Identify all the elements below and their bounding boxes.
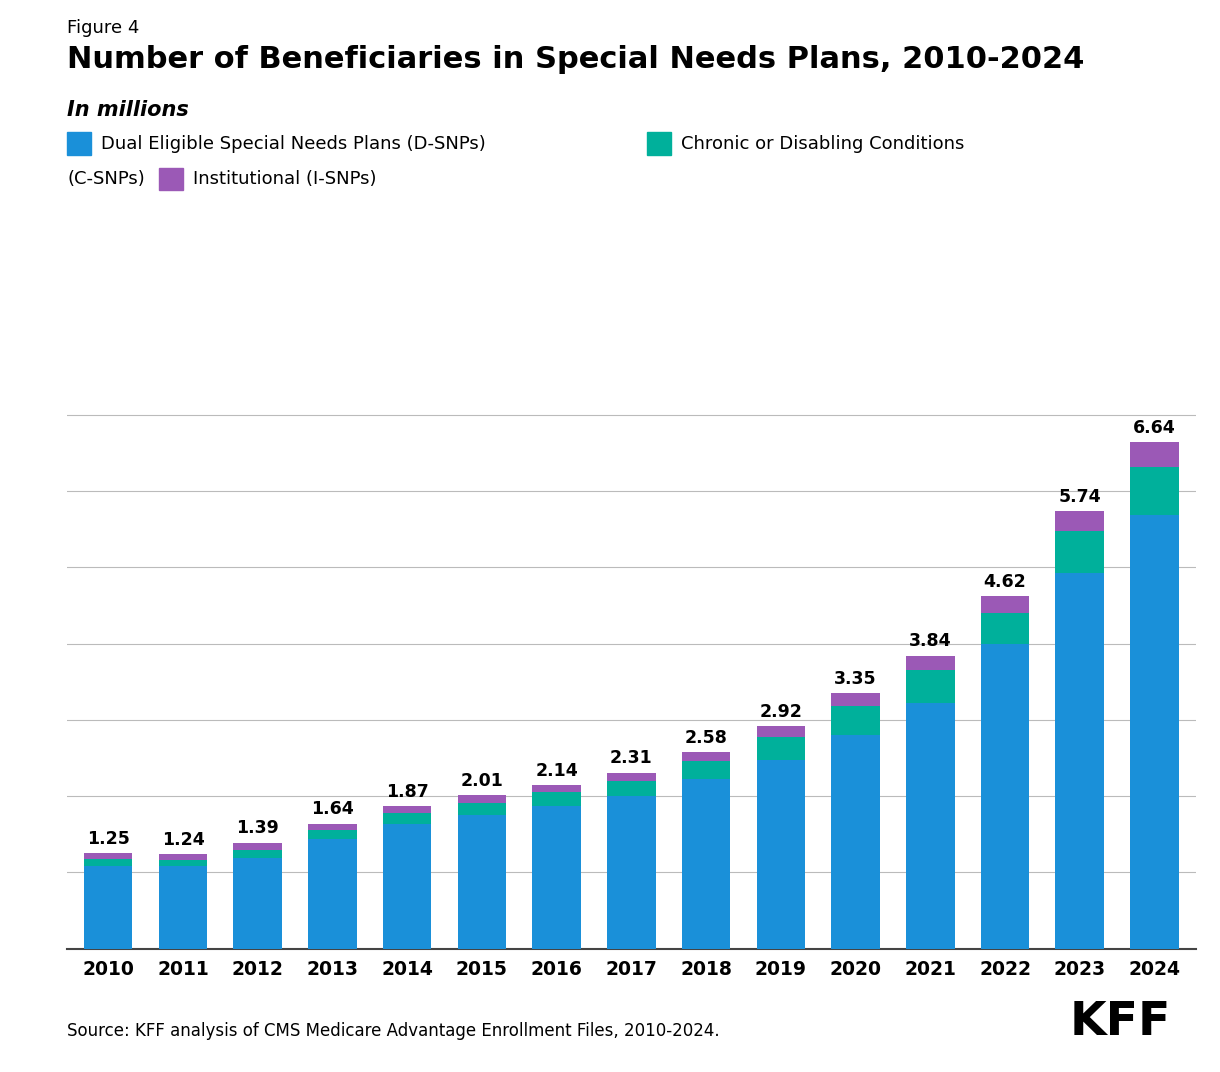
- Text: 2.14: 2.14: [536, 762, 578, 780]
- Bar: [906, 656, 954, 670]
- Bar: [233, 843, 282, 849]
- Text: Source: KFF analysis of CMS Medicare Advantage Enrollment Files, 2010-2024.: Source: KFF analysis of CMS Medicare Adv…: [67, 1022, 720, 1040]
- Bar: [682, 761, 731, 779]
- Text: 2.01: 2.01: [460, 772, 504, 790]
- Bar: [309, 823, 356, 830]
- Bar: [233, 849, 282, 858]
- Bar: [756, 736, 805, 760]
- Text: (C-SNPs): (C-SNPs): [67, 170, 145, 188]
- Text: 2.58: 2.58: [684, 729, 727, 746]
- Bar: [831, 735, 880, 949]
- Bar: [608, 780, 655, 796]
- Text: Dual Eligible Special Needs Plans (D-SNPs): Dual Eligible Special Needs Plans (D-SNP…: [101, 135, 486, 152]
- Bar: [981, 643, 1030, 949]
- Text: 2.31: 2.31: [610, 749, 653, 768]
- Bar: [981, 596, 1030, 613]
- Bar: [981, 613, 1030, 643]
- Bar: [458, 815, 506, 949]
- Bar: [682, 751, 731, 761]
- Bar: [532, 786, 581, 792]
- Text: 1.24: 1.24: [161, 831, 204, 849]
- Bar: [159, 854, 207, 860]
- Bar: [458, 795, 506, 803]
- Bar: [831, 694, 880, 706]
- Text: 1.87: 1.87: [386, 783, 428, 801]
- Bar: [159, 866, 207, 949]
- Text: 1.39: 1.39: [237, 819, 279, 837]
- Bar: [532, 792, 581, 806]
- Bar: [383, 806, 432, 813]
- Bar: [1055, 574, 1104, 949]
- Bar: [1055, 511, 1104, 531]
- Text: In millions: In millions: [67, 100, 189, 120]
- Bar: [309, 839, 356, 949]
- Bar: [309, 830, 356, 839]
- Bar: [1130, 466, 1179, 516]
- Bar: [383, 813, 432, 823]
- Bar: [1130, 443, 1179, 466]
- Bar: [383, 823, 432, 949]
- Bar: [84, 853, 133, 860]
- Bar: [906, 670, 954, 703]
- Text: KFF: KFF: [1070, 1000, 1171, 1045]
- Bar: [532, 806, 581, 949]
- Bar: [756, 760, 805, 949]
- Text: 3.35: 3.35: [834, 670, 877, 688]
- Bar: [1130, 516, 1179, 949]
- Text: 1.25: 1.25: [87, 830, 129, 848]
- Bar: [682, 779, 731, 949]
- Text: 2.92: 2.92: [759, 702, 803, 720]
- Bar: [608, 773, 655, 780]
- Bar: [458, 803, 506, 815]
- Bar: [233, 858, 282, 949]
- Text: Chronic or Disabling Conditions: Chronic or Disabling Conditions: [681, 135, 964, 152]
- Text: Institutional (I-SNPs): Institutional (I-SNPs): [193, 170, 376, 188]
- Bar: [608, 796, 655, 949]
- Bar: [906, 703, 954, 949]
- Text: 5.74: 5.74: [1059, 488, 1102, 506]
- Bar: [84, 865, 133, 949]
- Text: 6.64: 6.64: [1133, 419, 1176, 437]
- Text: 4.62: 4.62: [983, 572, 1026, 591]
- Bar: [831, 706, 880, 735]
- Bar: [84, 860, 133, 865]
- Text: 3.84: 3.84: [909, 632, 952, 651]
- Text: 1.64: 1.64: [311, 801, 354, 818]
- Text: Figure 4: Figure 4: [67, 19, 139, 38]
- Text: Number of Beneficiaries in Special Needs Plans, 2010-2024: Number of Beneficiaries in Special Needs…: [67, 45, 1085, 74]
- Bar: [159, 860, 207, 866]
- Bar: [756, 726, 805, 736]
- Bar: [1055, 531, 1104, 574]
